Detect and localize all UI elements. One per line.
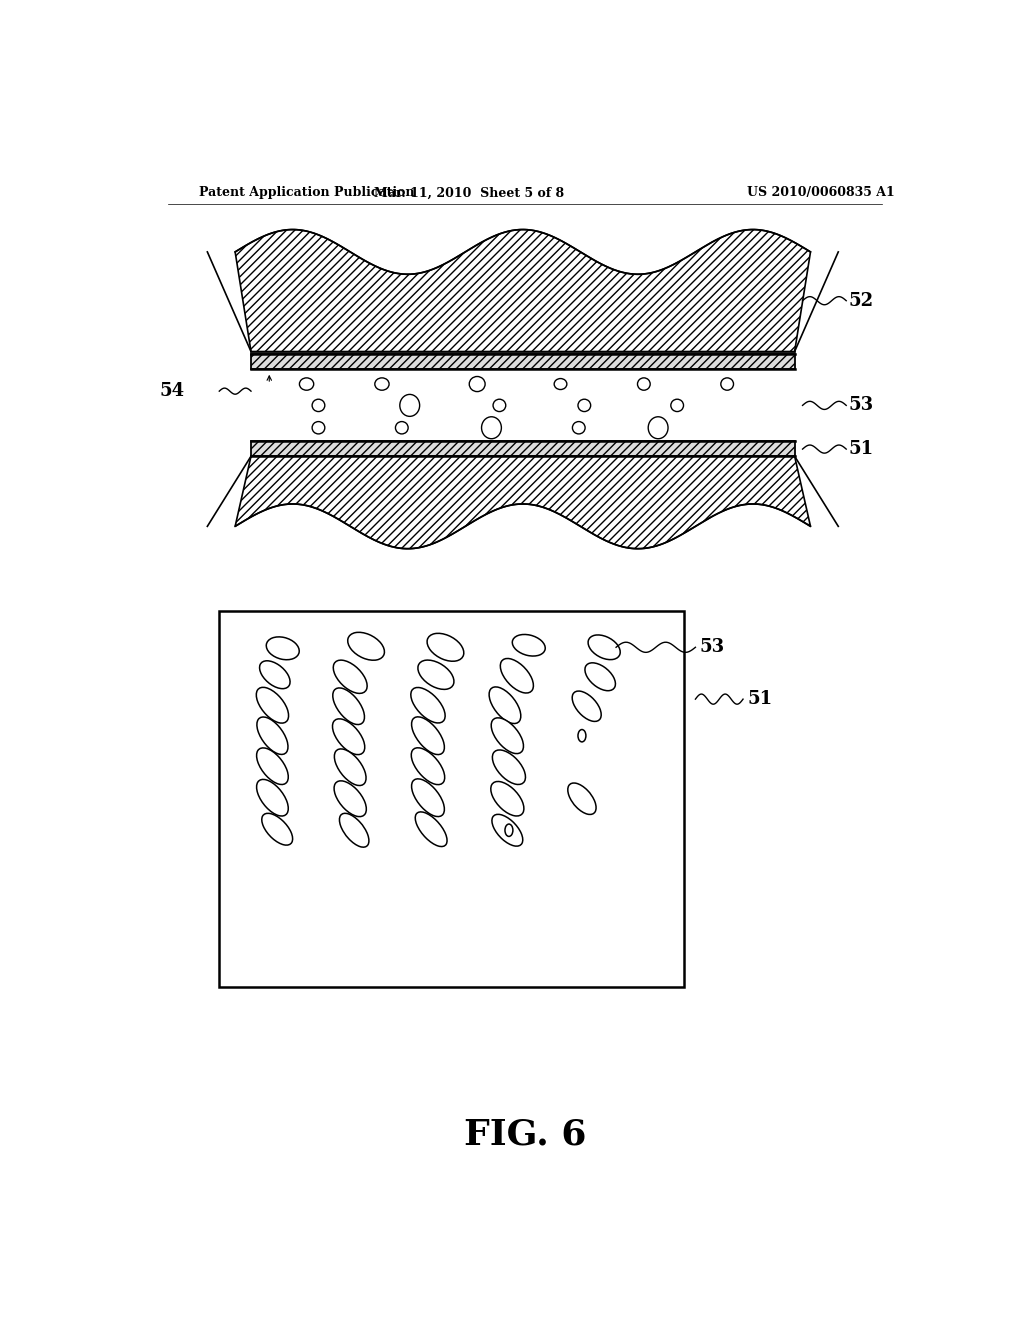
Ellipse shape (259, 661, 290, 689)
Text: 53: 53 (849, 396, 873, 414)
Text: Patent Application Publication: Patent Application Publication (200, 186, 415, 199)
Ellipse shape (312, 399, 325, 412)
Ellipse shape (554, 379, 567, 389)
Text: 51: 51 (849, 440, 873, 458)
Ellipse shape (339, 813, 369, 847)
Text: Mar. 11, 2010  Sheet 5 of 8: Mar. 11, 2010 Sheet 5 of 8 (374, 186, 564, 199)
Text: 54: 54 (160, 383, 185, 400)
Ellipse shape (262, 813, 293, 845)
Ellipse shape (469, 376, 485, 392)
Ellipse shape (585, 663, 615, 690)
Ellipse shape (481, 417, 502, 438)
Ellipse shape (348, 632, 384, 660)
Ellipse shape (416, 812, 447, 846)
Text: US 2010/0060835 A1: US 2010/0060835 A1 (748, 186, 895, 199)
Polygon shape (236, 457, 811, 549)
Ellipse shape (489, 686, 521, 723)
Ellipse shape (333, 719, 365, 755)
Ellipse shape (494, 399, 506, 412)
Ellipse shape (648, 417, 668, 438)
Ellipse shape (333, 688, 365, 725)
Polygon shape (251, 441, 795, 457)
Ellipse shape (257, 779, 289, 816)
Ellipse shape (411, 688, 445, 723)
Text: FIG. 6: FIG. 6 (464, 1117, 586, 1151)
Ellipse shape (671, 399, 684, 412)
Ellipse shape (572, 692, 601, 722)
Ellipse shape (412, 748, 444, 784)
Ellipse shape (412, 717, 444, 755)
Ellipse shape (578, 730, 586, 742)
Ellipse shape (427, 634, 464, 661)
Ellipse shape (572, 421, 585, 434)
Ellipse shape (567, 783, 596, 814)
Ellipse shape (512, 635, 545, 656)
Ellipse shape (257, 748, 289, 784)
Ellipse shape (333, 660, 368, 693)
Polygon shape (236, 230, 811, 351)
Ellipse shape (418, 660, 454, 689)
Ellipse shape (501, 659, 534, 693)
Ellipse shape (312, 421, 325, 434)
Ellipse shape (395, 421, 409, 434)
Text: 52: 52 (849, 292, 873, 310)
Ellipse shape (399, 395, 420, 416)
Ellipse shape (335, 748, 366, 785)
Ellipse shape (588, 635, 621, 660)
Ellipse shape (638, 378, 650, 391)
Ellipse shape (299, 378, 313, 391)
Ellipse shape (375, 378, 389, 391)
Ellipse shape (256, 688, 289, 723)
Ellipse shape (334, 781, 367, 817)
Ellipse shape (492, 718, 523, 754)
Ellipse shape (490, 781, 524, 816)
Ellipse shape (257, 717, 288, 755)
Ellipse shape (578, 399, 591, 412)
Polygon shape (251, 354, 795, 368)
Text: 51: 51 (748, 690, 772, 708)
Bar (219, 611, 684, 987)
Ellipse shape (492, 814, 523, 846)
Text: 53: 53 (699, 639, 725, 656)
Ellipse shape (412, 779, 444, 817)
Ellipse shape (266, 636, 299, 660)
Ellipse shape (505, 824, 513, 837)
Ellipse shape (493, 750, 525, 784)
Ellipse shape (721, 378, 733, 391)
